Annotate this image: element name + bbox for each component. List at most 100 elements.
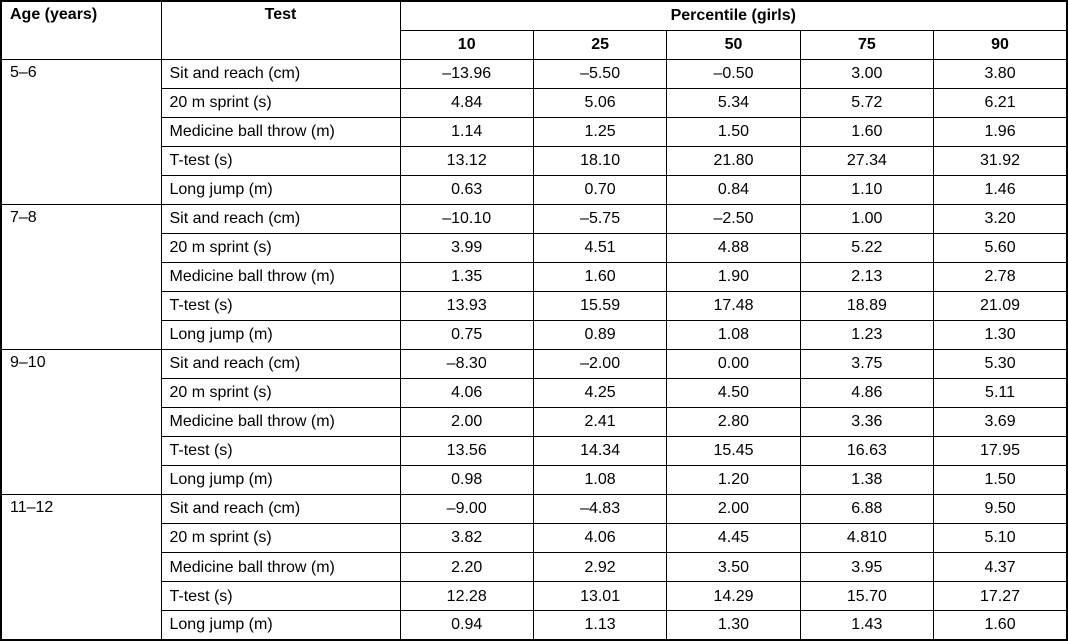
table-body: 5–6 Sit and reach (cm) –13.96 –5.50 –0.50 3.0… bbox=[0, 58, 1068, 641]
value-cell: 5.10 bbox=[933, 523, 1068, 554]
value-cell: 6.88 bbox=[799, 494, 935, 525]
value-cell: 1.60 bbox=[532, 261, 668, 292]
test-name-cell: T-test (s) bbox=[160, 436, 401, 467]
value-cell: 3.50 bbox=[666, 552, 801, 583]
value-cell: 13.93 bbox=[399, 290, 534, 321]
value-cell: 3.36 bbox=[799, 407, 935, 438]
value-cell: 1.60 bbox=[799, 116, 935, 147]
value-cell: 1.14 bbox=[399, 116, 534, 147]
test-name-cell: T-test (s) bbox=[160, 581, 401, 612]
value-cell: –9.00 bbox=[399, 494, 534, 525]
table-row: 7–8 Sit and reach (cm) –10.10 –5.75 –2.50 1.0… bbox=[0, 203, 1068, 350]
table-row: T-test (s) 13.12 18.10 21.80 27.34 31.92 bbox=[1, 145, 1068, 176]
value-cell: 1.13 bbox=[532, 610, 668, 641]
value-cell: 4.86 bbox=[799, 378, 935, 409]
value-cell: 12.28 bbox=[399, 581, 534, 612]
test-name-cell: 20 m sprint (s) bbox=[160, 87, 401, 118]
value-cell: 15.45 bbox=[666, 436, 801, 467]
test-name-cell: Medicine ball throw (m) bbox=[160, 116, 401, 147]
value-cell: 2.13 bbox=[799, 261, 935, 292]
value-cell: 4.37 bbox=[933, 552, 1068, 583]
value-cell: –5.50 bbox=[532, 58, 668, 89]
table-row: 20 m sprint (s) 4.06 4.25 4.50 4.86 5.11 bbox=[1, 378, 1068, 409]
value-cell: 3.75 bbox=[799, 348, 935, 380]
test-name-cell: Sit and reach (cm) bbox=[160, 203, 401, 234]
table-row: Long jump (m) 0.98 1.08 1.20 1.38 1.50 bbox=[1, 465, 1068, 496]
value-cell: 0.63 bbox=[399, 174, 534, 205]
value-cell: 31.92 bbox=[933, 145, 1068, 176]
value-cell: 17.27 bbox=[933, 581, 1068, 612]
table-row: Long jump (m) 0.94 1.13 1.30 1.43 1.60 bbox=[1, 610, 1068, 641]
value-cell: 18.89 bbox=[799, 290, 935, 321]
test-name-cell: 20 m sprint (s) bbox=[160, 378, 401, 409]
header-percentile-50: 50 bbox=[666, 29, 801, 60]
value-cell: –4.83 bbox=[532, 494, 668, 525]
value-cell: –5.75 bbox=[532, 203, 668, 234]
value-cell: 1.43 bbox=[799, 610, 935, 641]
value-cell: 2.41 bbox=[532, 407, 668, 438]
header-row-main: Age (years) Test Percentile (girls) bbox=[0, 0, 1068, 60]
value-cell: 2.80 bbox=[666, 407, 801, 438]
age-group-cell: 5–6 bbox=[0, 58, 162, 205]
header-percentile-group: Percentile (girls) bbox=[399, 0, 1068, 31]
header-age: Age (years) bbox=[0, 0, 162, 60]
table-row: 11–12 Sit and reach (cm) –9.00 –4.83 2.00 6.8… bbox=[0, 494, 1068, 641]
value-cell: 1.20 bbox=[666, 465, 801, 496]
value-cell: 15.70 bbox=[799, 581, 935, 612]
test-name-cell: Medicine ball throw (m) bbox=[160, 552, 401, 583]
value-cell: –2.00 bbox=[532, 348, 668, 380]
value-cell: 0.75 bbox=[399, 319, 534, 350]
value-cell: 3.00 bbox=[799, 58, 935, 89]
value-cell: 0.00 bbox=[666, 348, 801, 380]
value-cell: 1.96 bbox=[933, 116, 1068, 147]
value-cell: 4.06 bbox=[532, 523, 668, 554]
table-row: Long jump (m) 0.75 0.89 1.08 1.23 1.30 bbox=[1, 319, 1068, 350]
table-row: Medicine ball throw (m) 2.20 2.92 3.50 3.95 4… bbox=[1, 552, 1068, 583]
value-cell: –13.96 bbox=[399, 58, 534, 89]
value-cell: 1.08 bbox=[532, 465, 668, 496]
value-cell: 4.25 bbox=[532, 378, 668, 409]
age-group-cell: 11–12 bbox=[0, 494, 162, 641]
value-cell: 4.45 bbox=[666, 523, 801, 554]
value-cell: 14.34 bbox=[532, 436, 668, 467]
value-cell: 17.48 bbox=[666, 290, 801, 321]
value-cell: 15.59 bbox=[532, 290, 668, 321]
value-cell: 1.35 bbox=[399, 261, 534, 292]
test-name-cell: Long jump (m) bbox=[160, 174, 401, 205]
value-cell: 5.60 bbox=[933, 232, 1068, 263]
value-cell: 1.50 bbox=[933, 465, 1068, 496]
table-row: 20 m sprint (s) 3.82 4.06 4.45 4.810 5.10 bbox=[1, 523, 1068, 554]
value-cell: 13.01 bbox=[532, 581, 668, 612]
table-row: Medicine ball throw (m) 1.35 1.60 1.90 2.13 2… bbox=[1, 261, 1068, 292]
value-cell: 6.21 bbox=[933, 87, 1068, 118]
test-name-cell: 20 m sprint (s) bbox=[160, 232, 401, 263]
value-cell: 14.29 bbox=[666, 581, 801, 612]
value-cell: –10.10 bbox=[399, 203, 534, 234]
header-percentile-90: 90 bbox=[933, 29, 1068, 60]
value-cell: 0.98 bbox=[399, 465, 534, 496]
value-cell: 3.95 bbox=[799, 552, 935, 583]
value-cell: 1.10 bbox=[799, 174, 935, 205]
value-cell: 0.84 bbox=[666, 174, 801, 205]
value-cell: 2.00 bbox=[666, 494, 801, 525]
value-cell: 2.92 bbox=[532, 552, 668, 583]
value-cell: 1.23 bbox=[799, 319, 935, 350]
value-cell: 1.38 bbox=[799, 465, 935, 496]
value-cell: 1.00 bbox=[799, 203, 935, 234]
value-cell: –2.50 bbox=[666, 203, 801, 234]
table-row: 20 m sprint (s) 3.99 4.51 4.88 5.22 5.60 bbox=[1, 232, 1068, 263]
value-cell: 21.09 bbox=[933, 290, 1068, 321]
table-row: 5–6 Sit and reach (cm) –13.96 –5.50 –0.50 3.0… bbox=[0, 58, 1068, 205]
value-cell: 3.20 bbox=[933, 203, 1068, 234]
value-cell: 4.51 bbox=[532, 232, 668, 263]
value-cell: –0.50 bbox=[666, 58, 801, 89]
table-row: Long jump (m) 0.63 0.70 0.84 1.10 1.46 bbox=[1, 174, 1068, 205]
table-row: Medicine ball throw (m) 1.14 1.25 1.50 1.60 1… bbox=[1, 116, 1068, 147]
value-cell: 1.25 bbox=[532, 116, 668, 147]
value-cell: 4.50 bbox=[666, 378, 801, 409]
value-cell: 1.90 bbox=[666, 261, 801, 292]
value-cell: 3.82 bbox=[399, 523, 534, 554]
test-name-cell: Long jump (m) bbox=[160, 319, 401, 350]
